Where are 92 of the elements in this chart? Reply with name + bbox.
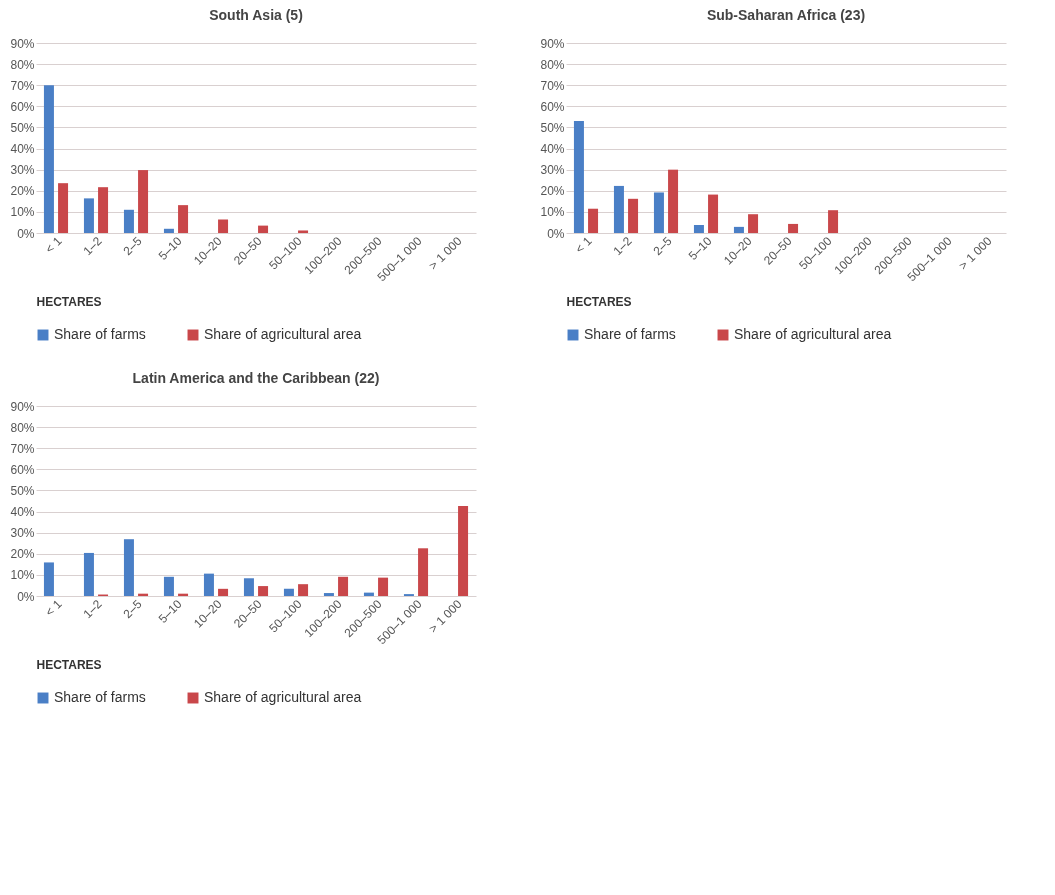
x-tick-label: 1–2	[610, 233, 635, 259]
legend-label: Share of agricultural area	[204, 689, 362, 705]
y-tick-label: 10%	[10, 568, 35, 583]
bar	[163, 576, 174, 596]
y-tick-label: 50%	[540, 120, 565, 135]
bar	[588, 208, 599, 233]
bar	[258, 225, 269, 233]
y-tick-label: 90%	[540, 36, 565, 51]
x-tick-label: > 1 000	[426, 233, 465, 273]
y-tick-label: 60%	[10, 462, 35, 477]
y-tick-label: 10%	[540, 205, 565, 220]
y-tick-label: 80%	[10, 57, 35, 72]
bar	[218, 588, 229, 596]
bar	[283, 588, 294, 596]
x-tick-label: < 1	[572, 233, 595, 257]
bar	[788, 223, 799, 233]
x-tick-label: 2–5	[120, 596, 145, 622]
bar	[203, 573, 214, 596]
x-tick-label: < 1	[42, 233, 65, 257]
bar	[298, 584, 309, 596]
y-tick-label: 60%	[540, 99, 565, 114]
bar	[338, 576, 349, 596]
y-tick-label: 70%	[10, 441, 35, 456]
bar	[653, 192, 664, 233]
y-tick-label: 40%	[540, 142, 565, 157]
bar	[668, 169, 679, 233]
y-tick-label: 40%	[10, 505, 35, 520]
bar	[613, 185, 624, 233]
bar	[243, 578, 254, 596]
bar	[828, 210, 839, 233]
bar	[258, 586, 269, 596]
y-tick-label: 30%	[10, 163, 35, 178]
legend-label: Share of agricultural area	[734, 326, 892, 342]
chart-title: South Asia (5)	[209, 7, 303, 23]
bar	[573, 121, 584, 233]
bar	[43, 85, 54, 233]
x-tick-label: 1–2	[80, 596, 105, 622]
y-tick-label: 0%	[547, 226, 565, 241]
y-tick-label: 30%	[10, 526, 35, 541]
y-tick-label: 70%	[10, 78, 35, 93]
legend-label: Share of farms	[54, 689, 146, 705]
bar	[178, 205, 189, 233]
x-tick-label: < 1	[42, 596, 65, 620]
x-tick-label: 2–5	[120, 233, 145, 259]
x-axis-title: HECTARES	[36, 658, 102, 673]
bar	[298, 230, 309, 233]
y-tick-label: 50%	[10, 120, 35, 135]
y-tick-label: 20%	[540, 184, 565, 199]
x-axis-title: HECTARES	[566, 295, 632, 310]
bar	[83, 552, 94, 596]
y-tick-label: 90%	[10, 36, 35, 51]
x-tick-label: > 1 000	[956, 233, 995, 273]
bar	[748, 214, 759, 233]
y-tick-label: 10%	[10, 205, 35, 220]
y-tick-label: 80%	[540, 57, 565, 72]
bar	[83, 198, 94, 233]
y-tick-label: 80%	[10, 420, 35, 435]
bar	[218, 219, 229, 233]
x-tick-label: 2–5	[650, 233, 675, 259]
x-tick-label: > 1 000	[426, 596, 465, 636]
bar	[708, 194, 719, 233]
y-tick-label: 40%	[10, 142, 35, 157]
bar	[123, 209, 134, 233]
x-tick-label: 1–2	[80, 233, 105, 259]
bar	[418, 548, 429, 596]
bar	[323, 593, 334, 596]
y-tick-label: 90%	[10, 399, 35, 414]
bar	[138, 170, 149, 233]
bar	[458, 506, 469, 596]
bar	[98, 187, 109, 233]
legend-label: Share of farms	[584, 326, 676, 342]
chart-title: Latin America and the Caribbean (22)	[132, 370, 380, 386]
bar	[378, 577, 389, 596]
chart-title: Sub-Saharan Africa (23)	[706, 7, 866, 23]
y-tick-label: 60%	[10, 99, 35, 114]
y-tick-label: 20%	[10, 547, 35, 562]
y-tick-label: 50%	[10, 483, 35, 498]
bar	[43, 562, 54, 596]
bar	[733, 226, 744, 233]
y-tick-label: 0%	[17, 226, 35, 241]
bar	[163, 228, 174, 233]
bar	[58, 183, 69, 233]
y-tick-label: 20%	[10, 184, 35, 199]
y-tick-label: 70%	[540, 78, 565, 93]
legend-label: Share of farms	[54, 326, 146, 342]
bar	[123, 539, 134, 596]
y-tick-label: 0%	[17, 589, 35, 604]
x-axis-title: HECTARES	[36, 295, 102, 310]
bar	[693, 224, 704, 233]
bar	[628, 198, 639, 233]
y-tick-label: 30%	[540, 163, 565, 178]
legend-label: Share of agricultural area	[204, 326, 362, 342]
